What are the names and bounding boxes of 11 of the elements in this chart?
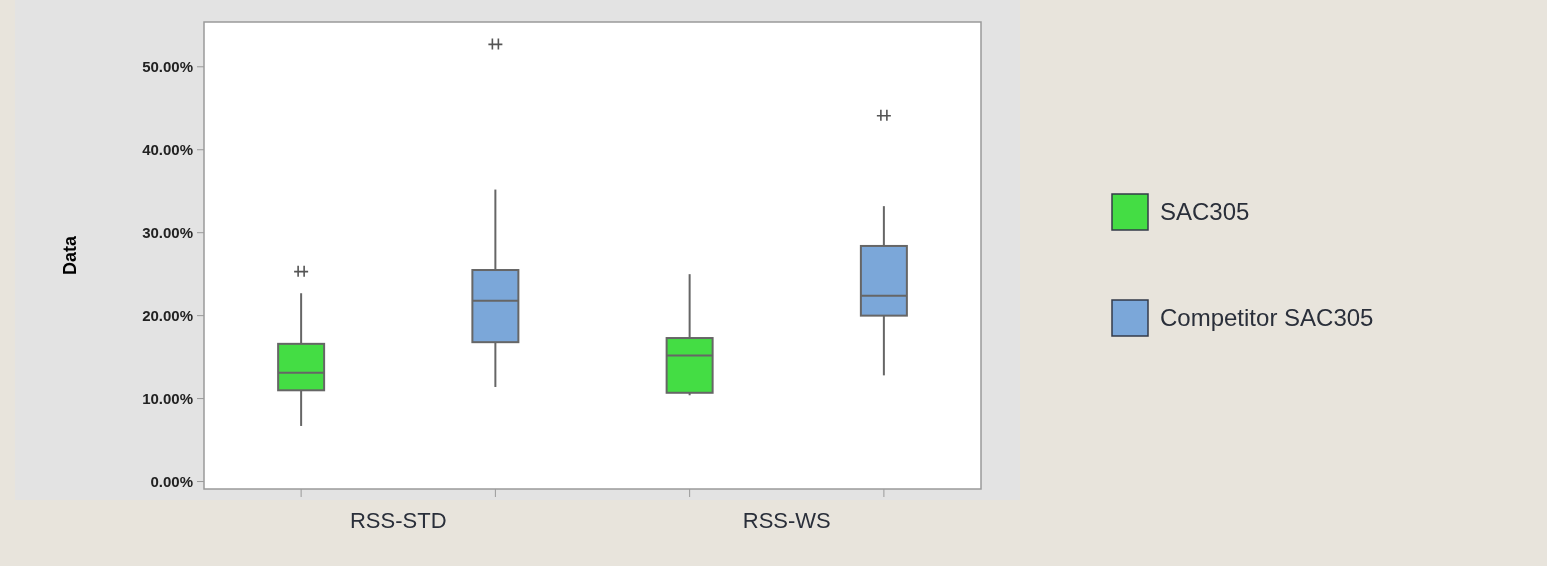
y-tick-label: 0.00% bbox=[150, 472, 193, 490]
x-tick-label: RSS-WS bbox=[742, 508, 831, 533]
legend-label: Competitor SAC305 bbox=[1160, 304, 1374, 332]
x-tick-label: RSS-STD bbox=[349, 508, 447, 533]
y-tick-label: 40.00% bbox=[142, 140, 193, 158]
y-tick-label: 30.00% bbox=[142, 223, 193, 241]
y-axis-title: Data bbox=[60, 235, 80, 276]
y-tick-label: 10.00% bbox=[142, 389, 193, 407]
legend-label: SAC305 bbox=[1160, 198, 1250, 226]
y-tick-label: 50.00% bbox=[142, 58, 193, 76]
y-tick-label: 20.00% bbox=[142, 306, 193, 324]
